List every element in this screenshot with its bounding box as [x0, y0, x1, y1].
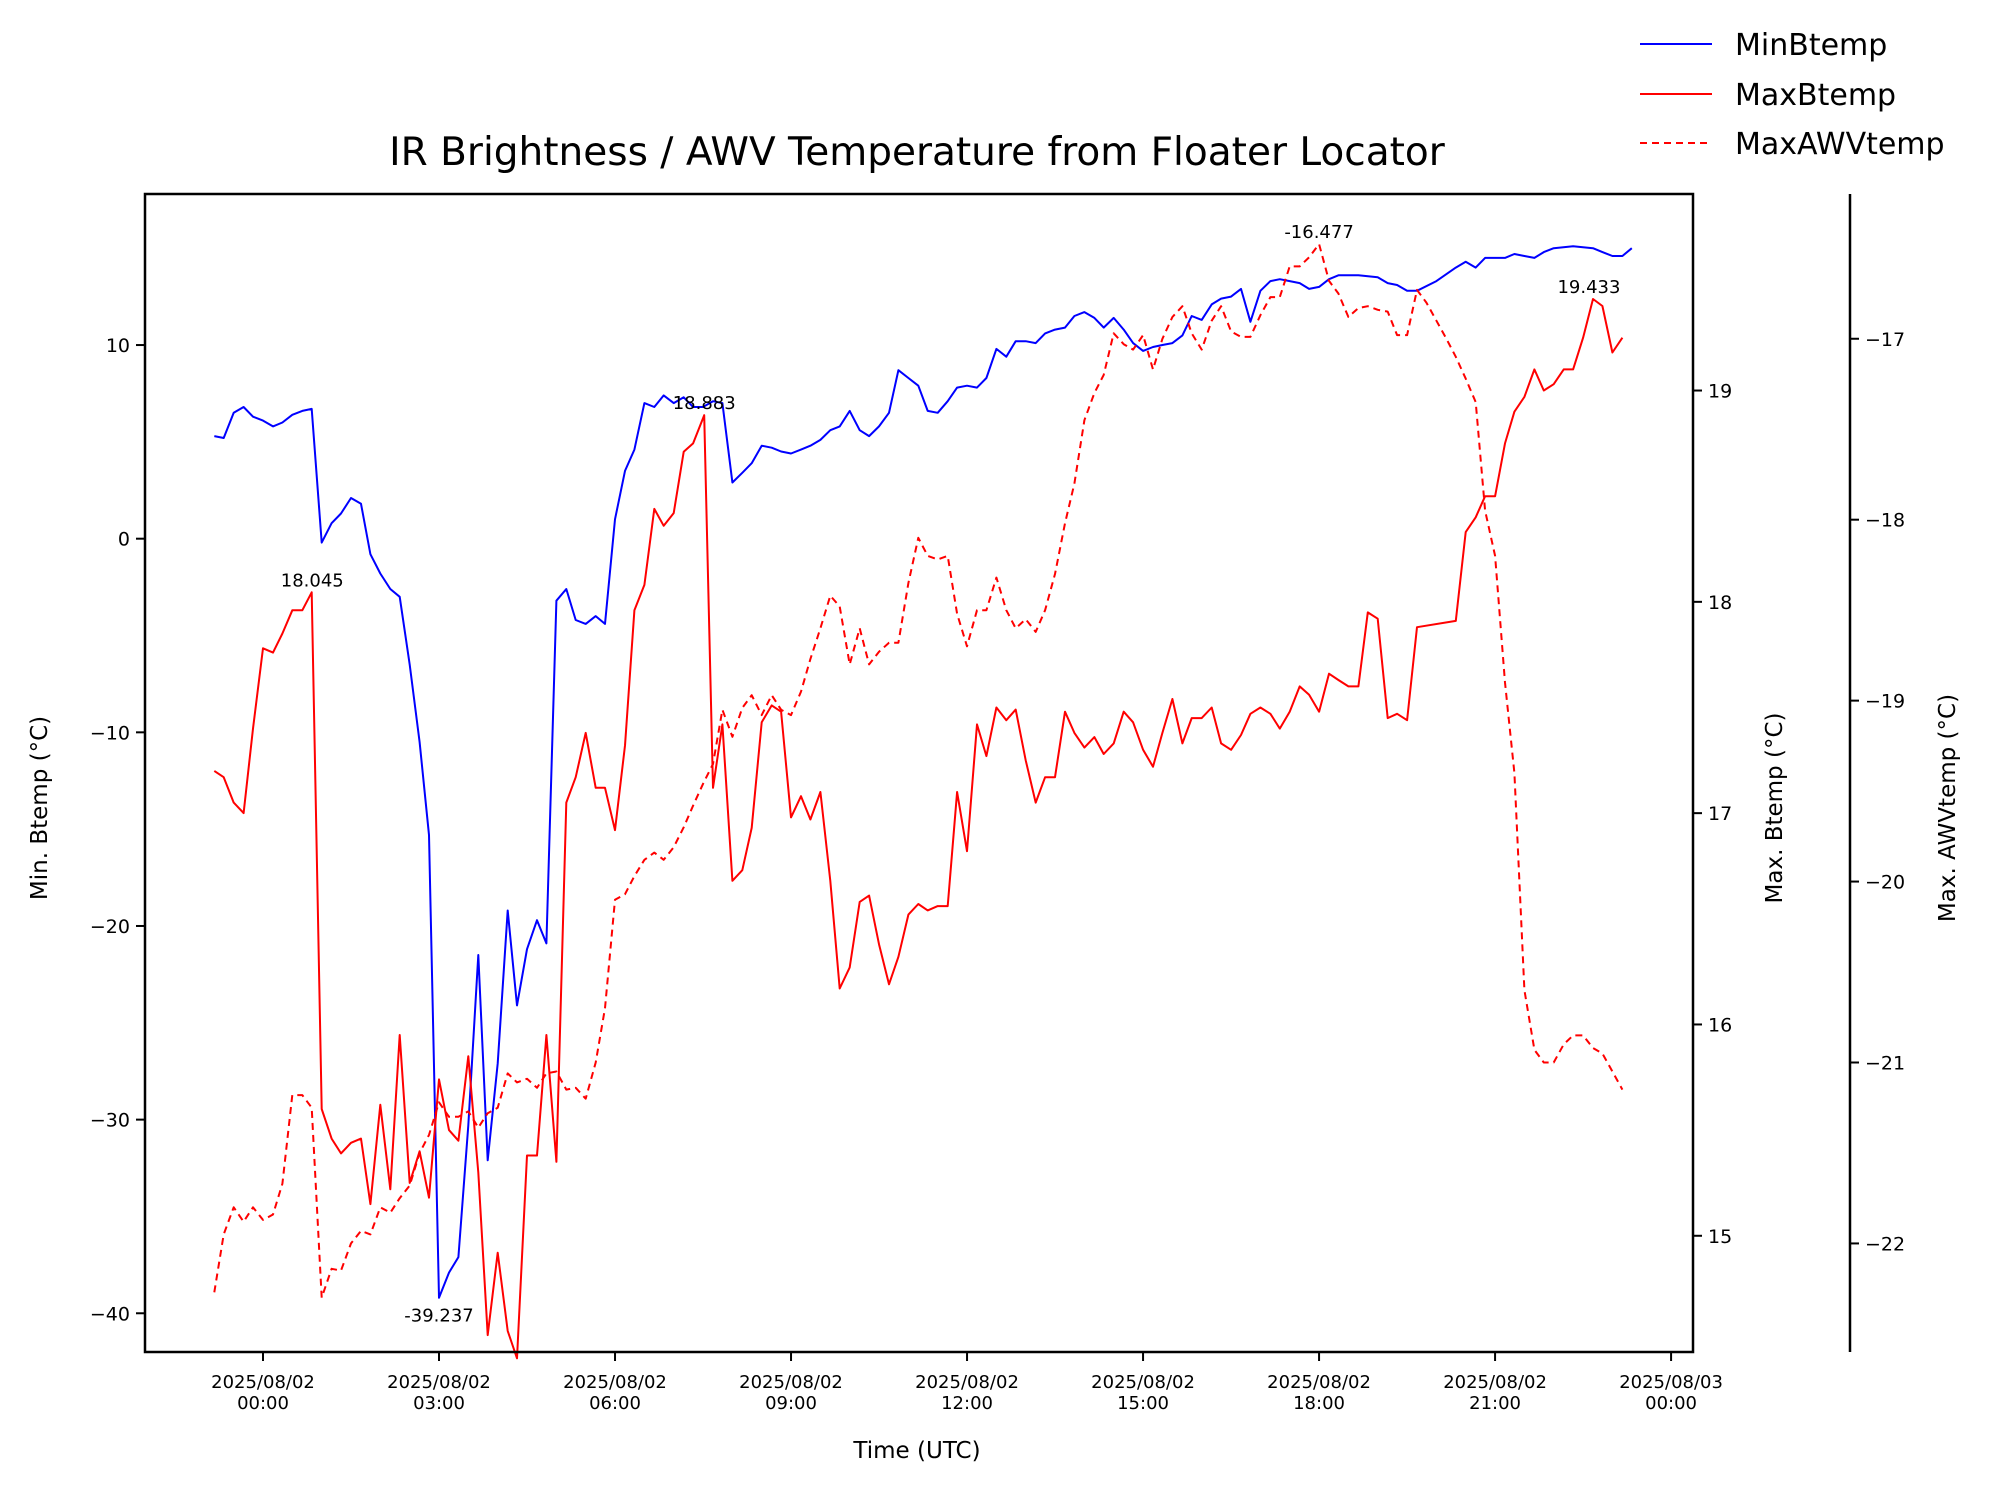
series-line-maxbtemp	[213, 298, 1624, 1360]
x-tick-label: 00:00	[1645, 1393, 1697, 1414]
series-line-maxawvtemp	[213, 243, 1624, 1299]
chart-title: IR Brightness / AWV Temperature from Flo…	[389, 130, 1446, 175]
y-tick-label-right1: 15	[1708, 1226, 1732, 1248]
y-axis-label-right2: Max. AWVtemp (°C)	[1935, 694, 1961, 922]
y-tick-label-right1: 18	[1708, 592, 1732, 614]
x-tick-label: 2025/08/02	[1443, 1372, 1547, 1393]
x-tick-label: 15:00	[1117, 1393, 1169, 1414]
y-tick-label-right2: −21	[1865, 1053, 1905, 1075]
plot-axes: 2025/08/0200:002025/08/0203:002025/08/02…	[90, 192, 1905, 1414]
x-tick-label: 03:00	[413, 1393, 465, 1414]
y-tick-label-right2: −18	[1865, 510, 1905, 532]
x-tick-label: 2025/08/02	[739, 1372, 843, 1393]
legend: MinBtemp MaxBtemp MaxAWVtemp	[1640, 28, 1945, 162]
y-tick-label-left: −30	[90, 1110, 130, 1132]
legend-label-maxawvtemp: MaxAWVtemp	[1735, 127, 1945, 162]
x-tick-label: 09:00	[765, 1393, 817, 1414]
series-line-minbtemp	[214, 245, 1633, 1299]
y-axis-label-right1: Max. Btemp (°C)	[1762, 713, 1788, 904]
y-tick-label-right2: −19	[1865, 691, 1905, 713]
x-tick-label: 2025/08/02	[1091, 1372, 1195, 1393]
y-axis-label-left: Min. Btemp (°C)	[27, 716, 53, 900]
y-tick-label-right2: −20	[1865, 872, 1905, 894]
y-tick-label-right1: 16	[1708, 1014, 1732, 1036]
y-tick-label-right2: −17	[1865, 329, 1905, 351]
x-tick-label: 2025/08/02	[915, 1372, 1019, 1393]
plot-frame	[143, 192, 1695, 1354]
x-tick-label: 21:00	[1469, 1393, 1521, 1414]
y-tick-label-right1: 17	[1708, 803, 1732, 825]
plot-series	[213, 243, 1633, 1360]
y-tick-label-left: 10	[106, 335, 130, 357]
y-tick-label-left: −20	[90, 916, 130, 938]
x-tick-label: 00:00	[237, 1393, 289, 1414]
annotation-2: 18.883	[673, 393, 736, 414]
x-tick-label: 06:00	[589, 1393, 641, 1414]
y-tick-label-right1: 19	[1708, 381, 1732, 403]
annotation-0: 18.045	[281, 570, 344, 591]
y-tick-label-right2: −22	[1865, 1233, 1905, 1255]
x-axis-label: Time (UTC)	[852, 1438, 980, 1464]
x-tick-label: 2025/08/02	[387, 1372, 491, 1393]
annotation-1: -39.237	[404, 1305, 473, 1326]
legend-label-minbtemp: MinBtemp	[1735, 28, 1887, 63]
x-tick-label: 2025/08/02	[563, 1372, 667, 1393]
y-tick-label-left: 0	[118, 529, 130, 551]
legend-label-maxbtemp: MaxBtemp	[1735, 78, 1896, 113]
annotation-4: 19.433	[1557, 277, 1620, 298]
x-tick-label: 2025/08/02	[1267, 1372, 1371, 1393]
annotation-3: -16.477	[1284, 222, 1353, 243]
y-tick-label-left: −10	[90, 722, 130, 744]
x-tick-label: 2025/08/03	[1619, 1372, 1723, 1393]
x-tick-label: 12:00	[941, 1393, 993, 1414]
x-tick-label: 18:00	[1293, 1393, 1345, 1414]
plot-annotations: 18.045 -39.237 18.883 -16.477 19.433	[281, 222, 1621, 1326]
x-tick-label: 2025/08/02	[211, 1372, 315, 1393]
y-tick-label-left: −40	[90, 1303, 130, 1325]
